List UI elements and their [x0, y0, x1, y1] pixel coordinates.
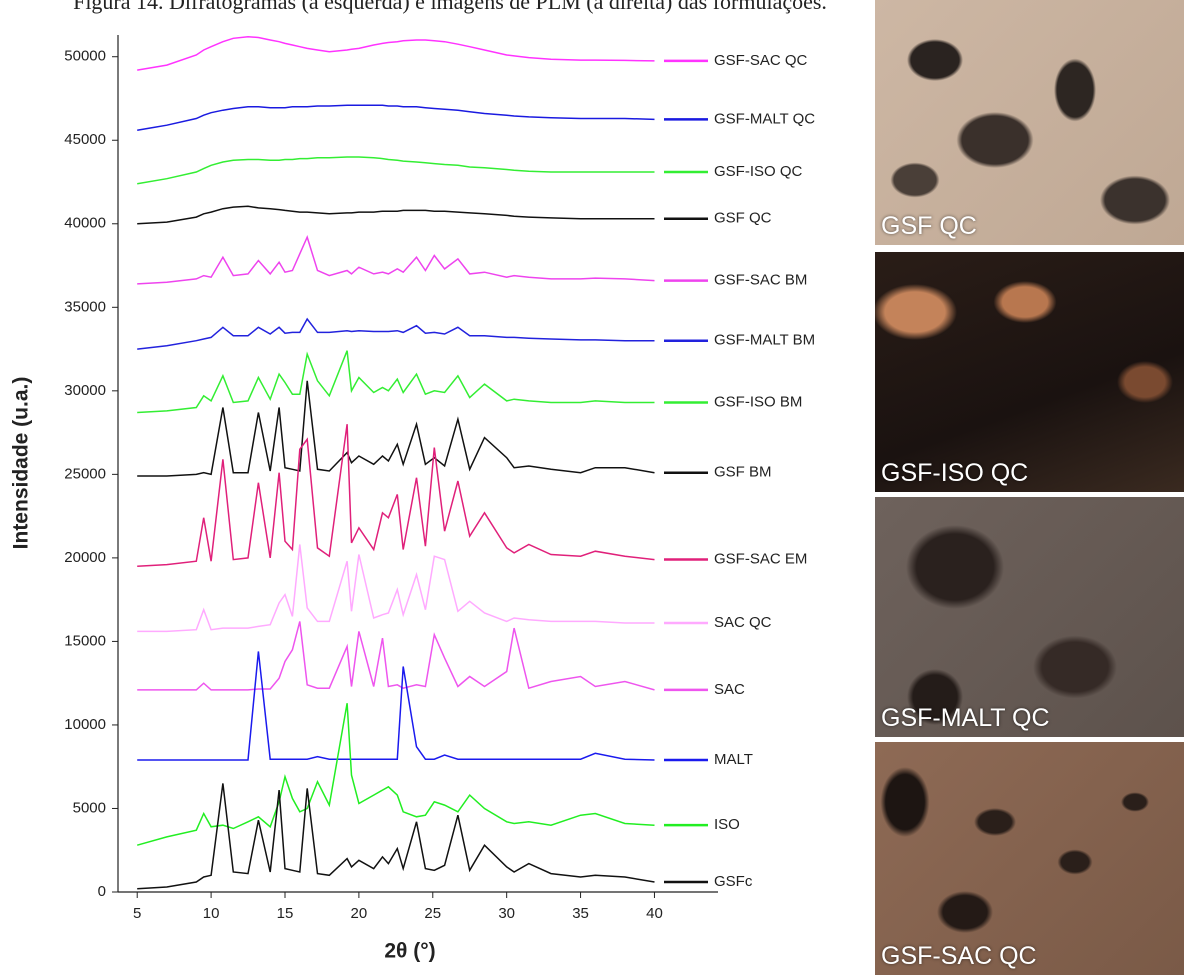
series-line — [137, 319, 654, 349]
image-label: GSF-MALT QC — [881, 704, 1050, 733]
series-line — [137, 157, 654, 184]
plm-image: GSF-ISO QC — [875, 252, 1184, 492]
x-tick-label: 20 — [351, 905, 368, 922]
y-tick-label: 30000 — [64, 382, 106, 399]
caption: Figura 14. Difratogramas (à esquerda) e … — [73, 0, 827, 14]
x-tick-label: 10 — [203, 905, 220, 922]
y-tick-label: 25000 — [64, 465, 106, 482]
series-line — [137, 381, 654, 476]
x-tick-label: 35 — [572, 905, 589, 922]
page: {"caption": "Figura 14. Difratogramas (à… — [0, 0, 1184, 975]
x-tick-label: 5 — [133, 905, 141, 922]
y-tick-label: 10000 — [64, 716, 106, 733]
x-tick-label: 25 — [424, 905, 441, 922]
legend-label: GSF-ISO BM — [714, 393, 802, 410]
y-tick-label: 40000 — [64, 215, 106, 232]
series-line — [137, 237, 654, 284]
plm-image: GSF-SAC QC — [875, 742, 1184, 975]
legend-label: GSF-MALT QC — [714, 110, 815, 127]
legend-label: ISO — [714, 816, 740, 833]
y-tick-label: 0 — [98, 883, 106, 900]
series-line — [137, 206, 654, 224]
y-tick-label: 20000 — [64, 549, 106, 566]
x-tick-label: 30 — [498, 905, 515, 922]
legend-label: GSF-SAC BM — [714, 272, 807, 289]
image-label: GSF QC — [881, 212, 977, 241]
plm-image: GSF QC — [875, 0, 1184, 245]
legend-label: GSF BM — [714, 464, 772, 481]
image-label: GSF-SAC QC — [881, 942, 1037, 971]
chart: Figura 14. Difratogramas (à esquerda) e … — [0, 0, 870, 975]
series-line — [137, 651, 654, 760]
series-line — [137, 37, 654, 70]
series-line — [137, 351, 654, 413]
legend-label: GSF QC — [714, 210, 772, 227]
series-line — [137, 621, 654, 690]
legend-label: SAC — [714, 681, 745, 698]
x-axis-title: 2θ (°) — [384, 940, 435, 963]
y-tick-label: 35000 — [64, 298, 106, 315]
series-line — [137, 105, 654, 130]
y-tick-label: 50000 — [64, 48, 106, 65]
legend-label: GSF-SAC EM — [714, 551, 807, 568]
image-label: GSF-ISO QC — [881, 459, 1028, 488]
legend-label: SAC QC — [714, 614, 772, 631]
y-axis-title: Intensidade (u.a.) — [10, 377, 33, 550]
legend-label: GSF-SAC QC — [714, 52, 808, 69]
x-tick-label: 40 — [646, 905, 663, 922]
y-tick-label: 5000 — [73, 799, 106, 816]
legend-label: GSFc — [714, 873, 753, 890]
series-line — [137, 783, 654, 888]
series-line — [137, 545, 654, 632]
x-tick-label: 15 — [277, 905, 294, 922]
plm-image: GSF-MALT QC — [875, 497, 1184, 737]
legend-label: MALT — [714, 751, 753, 768]
y-tick-label: 15000 — [64, 632, 106, 649]
legend-label: GSF-ISO QC — [714, 163, 803, 180]
legend-label: GSF-MALT BM — [714, 332, 815, 349]
series-line — [137, 703, 654, 845]
y-tick-label: 45000 — [64, 131, 106, 148]
